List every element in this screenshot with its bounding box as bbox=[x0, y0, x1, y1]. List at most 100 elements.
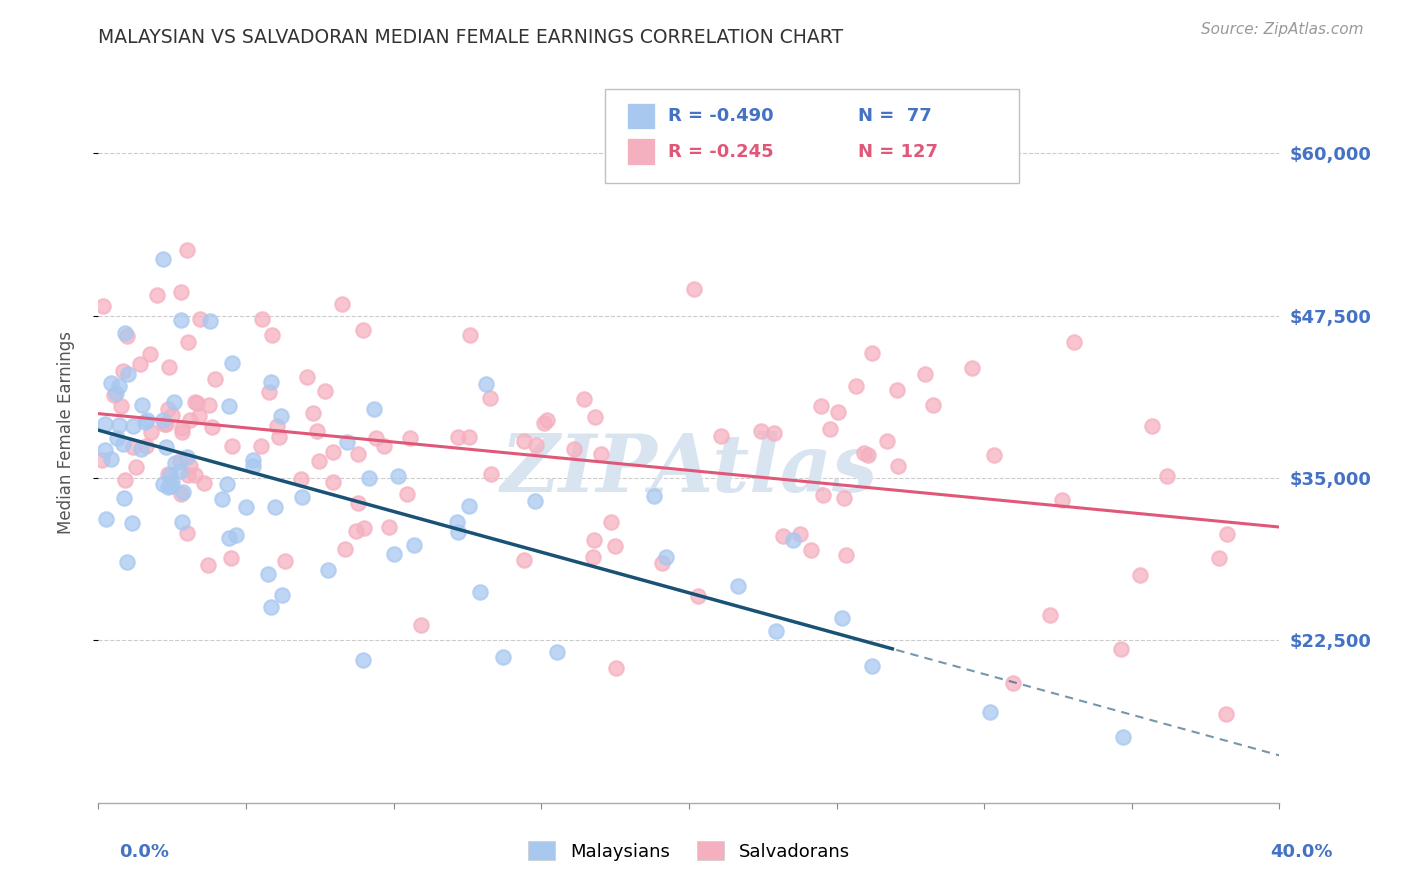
Point bbox=[366, 431, 388, 445]
Point bbox=[270, 409, 292, 424]
Point bbox=[159, 467, 181, 482]
Text: N =  77: N = 77 bbox=[858, 107, 931, 125]
Point bbox=[922, 398, 945, 412]
Point bbox=[177, 467, 200, 482]
Text: 40.0%: 40.0% bbox=[1271, 843, 1333, 861]
Text: MALAYSIAN VS SALVADORAN MEDIAN FEMALE EARNINGS CORRELATION CHART: MALAYSIAN VS SALVADORAN MEDIAN FEMALE EA… bbox=[98, 28, 844, 47]
Point bbox=[117, 555, 139, 569]
Point bbox=[176, 243, 198, 257]
Point bbox=[1111, 730, 1133, 744]
Point bbox=[572, 392, 595, 406]
Point bbox=[271, 588, 294, 602]
Point bbox=[914, 367, 936, 381]
Point bbox=[115, 329, 138, 343]
Point bbox=[856, 449, 879, 463]
Point bbox=[799, 543, 821, 558]
Point bbox=[170, 285, 193, 299]
Point bbox=[524, 438, 547, 452]
Point bbox=[845, 378, 868, 392]
Point bbox=[546, 645, 568, 659]
Point bbox=[1129, 567, 1152, 582]
Point bbox=[157, 467, 180, 482]
Point bbox=[810, 399, 832, 413]
Point bbox=[290, 490, 312, 504]
Point bbox=[188, 311, 211, 326]
Point bbox=[603, 539, 626, 553]
Point bbox=[134, 415, 156, 429]
Point bbox=[274, 554, 297, 568]
Point bbox=[655, 549, 678, 564]
Point bbox=[110, 399, 132, 413]
Point bbox=[215, 477, 238, 491]
Point bbox=[827, 405, 849, 419]
Point bbox=[886, 383, 908, 397]
Point bbox=[1208, 551, 1230, 566]
Point bbox=[184, 468, 207, 483]
Point bbox=[157, 360, 180, 375]
Point bbox=[108, 417, 131, 432]
Text: R = -0.490: R = -0.490 bbox=[668, 107, 773, 125]
Point bbox=[876, 434, 898, 449]
Point bbox=[479, 467, 502, 482]
Text: 0.0%: 0.0% bbox=[120, 843, 170, 861]
Point bbox=[177, 334, 200, 349]
Point bbox=[335, 542, 357, 557]
Point bbox=[112, 364, 135, 378]
Point bbox=[124, 460, 146, 475]
Point bbox=[314, 384, 336, 398]
Point bbox=[157, 402, 180, 417]
Point bbox=[211, 491, 233, 506]
Point bbox=[605, 661, 627, 675]
Point bbox=[832, 491, 855, 505]
Point bbox=[295, 370, 318, 384]
Point bbox=[363, 401, 385, 416]
Point bbox=[156, 480, 179, 494]
Point bbox=[710, 428, 733, 442]
Point bbox=[834, 548, 856, 562]
Point bbox=[104, 386, 127, 401]
Point bbox=[357, 471, 380, 485]
Point bbox=[201, 419, 224, 434]
Point bbox=[129, 357, 152, 371]
Point bbox=[458, 499, 481, 513]
Text: R = -0.245: R = -0.245 bbox=[668, 143, 773, 161]
Point bbox=[322, 475, 344, 489]
Point bbox=[111, 436, 134, 450]
Point bbox=[470, 584, 492, 599]
Point bbox=[583, 533, 606, 547]
Point bbox=[860, 345, 883, 359]
Point bbox=[260, 375, 283, 389]
Point bbox=[1216, 527, 1239, 541]
Text: Source: ZipAtlas.com: Source: ZipAtlas.com bbox=[1201, 22, 1364, 37]
Point bbox=[860, 659, 883, 673]
Point bbox=[1109, 642, 1132, 657]
Point bbox=[163, 395, 186, 409]
Point bbox=[105, 431, 128, 445]
Point bbox=[962, 360, 984, 375]
Point bbox=[887, 458, 910, 473]
Point bbox=[114, 473, 136, 487]
Point bbox=[447, 430, 470, 444]
Point bbox=[1001, 675, 1024, 690]
Point bbox=[176, 526, 198, 541]
Point bbox=[152, 252, 174, 266]
Point bbox=[765, 624, 787, 638]
Point bbox=[536, 412, 558, 426]
Point bbox=[198, 398, 221, 412]
Point bbox=[852, 446, 875, 460]
Point bbox=[789, 527, 811, 541]
Point bbox=[225, 528, 247, 542]
Point bbox=[257, 385, 280, 400]
Point bbox=[290, 472, 312, 486]
Point bbox=[399, 432, 422, 446]
Point bbox=[260, 599, 283, 614]
Point bbox=[336, 434, 359, 449]
Point bbox=[591, 447, 613, 461]
Point bbox=[169, 487, 191, 501]
Point bbox=[585, 410, 607, 425]
Point bbox=[983, 448, 1005, 462]
Point bbox=[763, 425, 786, 440]
Point bbox=[316, 563, 339, 577]
Point bbox=[301, 406, 323, 420]
Point bbox=[176, 450, 198, 465]
